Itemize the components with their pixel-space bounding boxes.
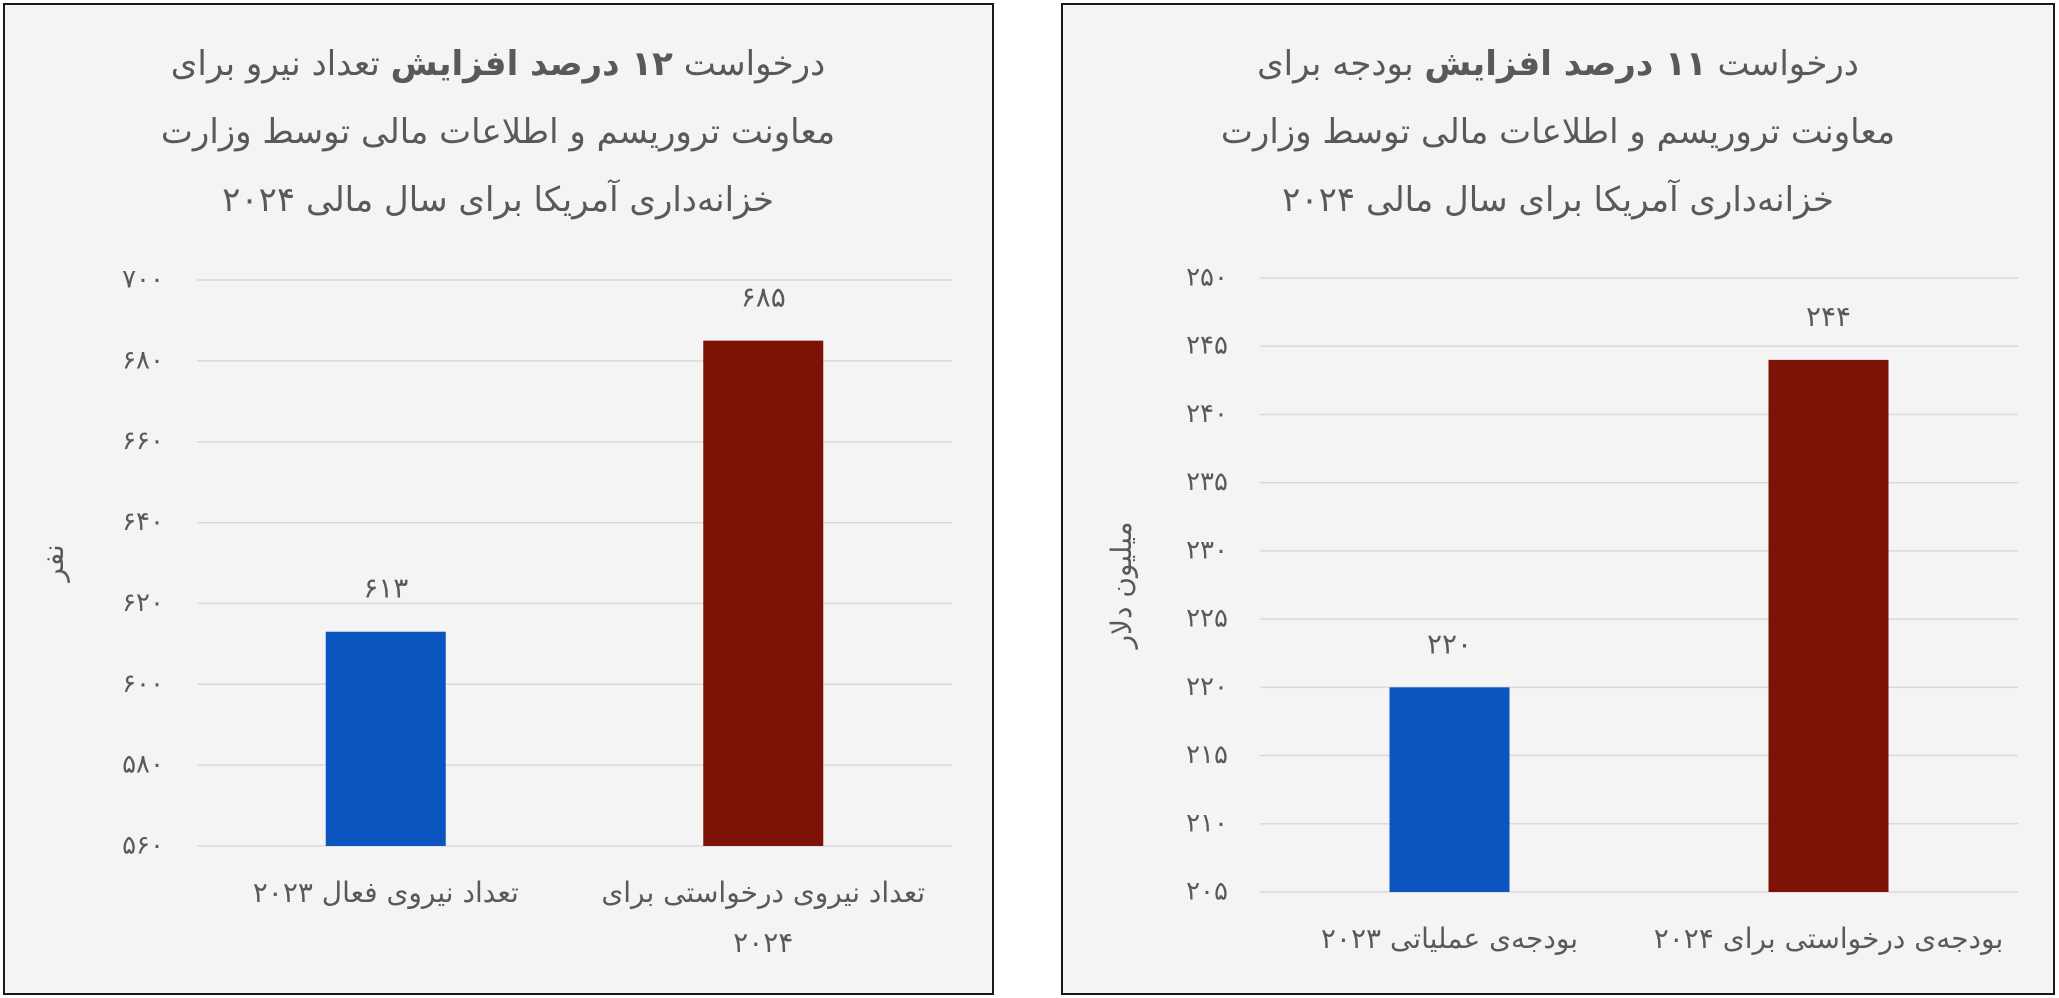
title-line: معاونت تروریسم و اطلاعات مالی توسط وزارت bbox=[1058, 98, 2058, 166]
title-run: خزانه‌داری آمریکا برای سال مالی ۲۰۲۴ bbox=[222, 180, 774, 220]
y-tick-label: ۶۴۰ bbox=[122, 507, 164, 537]
title-line: خزانه‌داری آمریکا برای سال مالی ۲۰۲۴ bbox=[0, 166, 998, 234]
title-line: خزانه‌داری آمریکا برای سال مالی ۲۰۲۴ bbox=[1058, 166, 2058, 234]
y-axis-label: نفر bbox=[37, 544, 70, 583]
data-label: ۲۲۰ bbox=[1427, 627, 1472, 660]
x-tick-label: تعداد نیروی فعال ۲۰۲۳ bbox=[252, 876, 519, 909]
y-tick-label: ۲۱۵ bbox=[1186, 740, 1228, 770]
title-run: ۱۱ درصد افزایش bbox=[1424, 44, 1707, 84]
title-run: خزانه‌داری آمریکا برای سال مالی ۲۰۲۴ bbox=[1282, 180, 1834, 220]
y-tick-label: ۵۶۰ bbox=[122, 831, 164, 861]
y-tick-label: ۲۲۰ bbox=[1186, 672, 1228, 702]
x-tick-label: تعداد نیروی درخواستی برای ۲۰۲۴ bbox=[601, 876, 926, 959]
bar bbox=[1768, 359, 1889, 892]
chart-title: درخواست ۱۲ درصد افزایش تعداد نیرو برای مع… bbox=[0, 30, 998, 234]
title-run: ۱۲ درصد افزایش bbox=[390, 44, 673, 84]
y-tick-label: ۲۵۰ bbox=[1186, 263, 1228, 293]
y-tick-label: ۵۸۰ bbox=[122, 750, 164, 780]
y-tick-label: ۷۰۰ bbox=[122, 265, 164, 295]
title-run: درخواست bbox=[672, 44, 826, 84]
y-tick-label: ۶۶۰ bbox=[122, 426, 164, 456]
y-tick-label: ۶۸۰ bbox=[122, 345, 164, 375]
chart-title: درخواست ۱۱ درصد افزایش بودجه برای معاونت … bbox=[1058, 30, 2058, 234]
y-tick-label: ۲۴۵ bbox=[1186, 331, 1228, 361]
y-axis-label: میلیون دلار bbox=[1105, 521, 1138, 650]
data-label: ۶۸۵ bbox=[741, 281, 786, 314]
title-run: معاونت تروریسم و اطلاعات مالی توسط وزارت bbox=[1220, 112, 1896, 152]
title-line: معاونت تروریسم و اطلاعات مالی توسط وزارت bbox=[0, 98, 998, 166]
data-label: ۶۱۳ bbox=[363, 572, 408, 605]
title-run: معاونت تروریسم و اطلاعات مالی توسط وزارت bbox=[160, 112, 836, 152]
title-run: بودجه برای bbox=[1257, 44, 1425, 84]
y-tick-label: ۲۰۵ bbox=[1186, 877, 1228, 907]
title-run: تعداد نیرو برای bbox=[170, 44, 391, 84]
x-tick-label: بودجه‌ی عملیاتی ۲۰۲۳ bbox=[1320, 922, 1579, 955]
y-tick-label: ۲۴۰ bbox=[1186, 399, 1228, 429]
y-tick-label: ۲۲۵ bbox=[1186, 604, 1228, 634]
title-line: درخواست ۱۱ درصد افزایش بودجه برای bbox=[1058, 30, 2058, 98]
chart-panel bbox=[3, 3, 994, 995]
x-tick-label: بودجه‌ی درخواستی برای ۲۰۲۴ bbox=[1653, 922, 2004, 955]
bar bbox=[325, 631, 446, 846]
chart-panel bbox=[1061, 3, 2055, 995]
y-tick-label: ۶۰۰ bbox=[122, 669, 164, 699]
bar bbox=[1389, 687, 1510, 892]
y-tick-label: ۲۱۰ bbox=[1186, 808, 1228, 838]
title-line: درخواست ۱۲ درصد افزایش تعداد نیرو برای bbox=[0, 30, 998, 98]
y-tick-label: ۲۳۰ bbox=[1186, 535, 1228, 565]
title-run: درخواست bbox=[1706, 44, 1859, 84]
data-label: ۲۴۴ bbox=[1806, 300, 1851, 333]
bar bbox=[703, 340, 824, 846]
y-tick-label: ۶۲۰ bbox=[122, 588, 164, 618]
y-tick-label: ۲۳۵ bbox=[1186, 467, 1228, 497]
